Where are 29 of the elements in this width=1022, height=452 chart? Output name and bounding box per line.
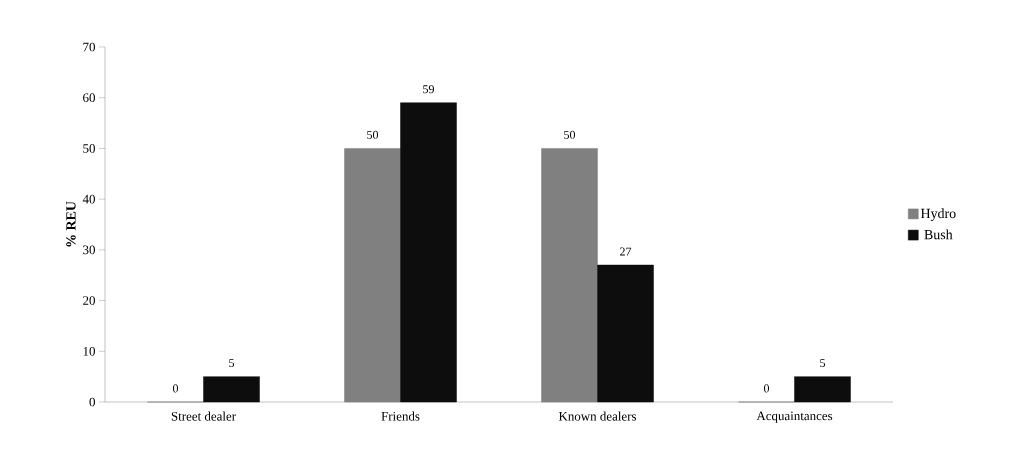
data-label: 5	[820, 359, 826, 368]
x-tick-label: Acquaintances	[756, 411, 833, 423]
x-tick-label: Known dealers	[558, 411, 637, 421]
x-tick-label: Street dealer	[171, 411, 236, 421]
y-axis-title: % REU	[66, 201, 76, 247]
y-tick-label: 70	[83, 42, 95, 52]
bar	[541, 148, 598, 403]
bar	[203, 376, 260, 403]
x-tick-label: Friends	[381, 411, 420, 421]
data-label: 0	[172, 384, 179, 393]
data-label: 27	[620, 247, 632, 256]
bar	[597, 264, 654, 403]
data-label: 0	[763, 384, 770, 393]
bar	[400, 102, 457, 403]
y-tick-label: 50	[83, 144, 95, 153]
data-label: 50	[367, 130, 379, 139]
bar	[794, 376, 851, 403]
legend-label: Bush	[924, 229, 953, 240]
legend-label: Hydro	[920, 208, 956, 222]
y-tick-label: 30	[83, 245, 95, 255]
data-label: 59	[423, 85, 434, 94]
y-tick-label: 60	[83, 93, 95, 103]
data-label: 50	[564, 130, 576, 139]
data-label: 5	[229, 359, 235, 368]
bar	[344, 148, 401, 403]
y-tick-label: 0	[89, 397, 95, 407]
y-tick-label: 10	[83, 346, 95, 356]
y-tick-label: 20	[83, 296, 95, 305]
y-tick-label: 40	[82, 194, 95, 204]
